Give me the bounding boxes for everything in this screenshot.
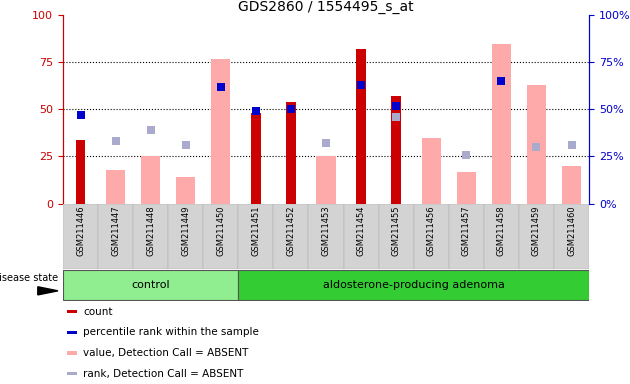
Bar xyxy=(203,204,238,269)
Bar xyxy=(251,113,261,204)
Text: percentile rank within the sample: percentile rank within the sample xyxy=(83,328,259,338)
Bar xyxy=(286,102,296,204)
Text: GSM211460: GSM211460 xyxy=(567,205,576,256)
Text: count: count xyxy=(83,307,113,317)
Bar xyxy=(76,139,86,204)
Point xyxy=(251,108,261,114)
Point xyxy=(356,82,366,88)
Point xyxy=(146,127,156,133)
Point xyxy=(391,114,401,120)
Bar xyxy=(141,157,160,204)
Text: GSM211452: GSM211452 xyxy=(287,205,295,256)
Point xyxy=(566,142,576,148)
Text: GSM211448: GSM211448 xyxy=(146,205,155,256)
Text: GSM211455: GSM211455 xyxy=(392,205,401,256)
Text: GSM211449: GSM211449 xyxy=(181,205,190,256)
Bar xyxy=(356,49,366,204)
Bar xyxy=(63,270,238,300)
Bar xyxy=(67,310,77,313)
Text: GSM211458: GSM211458 xyxy=(497,205,506,256)
Bar xyxy=(554,204,589,269)
Bar xyxy=(492,44,511,204)
Point xyxy=(391,103,401,109)
Bar xyxy=(67,331,77,334)
Bar xyxy=(309,204,343,269)
Bar xyxy=(484,204,519,269)
Polygon shape xyxy=(38,287,58,295)
Bar xyxy=(343,204,379,269)
Text: aldosterone-producing adenoma: aldosterone-producing adenoma xyxy=(323,280,505,290)
Bar xyxy=(176,177,195,204)
Text: GSM211451: GSM211451 xyxy=(251,205,260,256)
Bar xyxy=(519,204,554,269)
Bar xyxy=(238,204,273,269)
Bar xyxy=(67,372,77,375)
Text: value, Detection Call = ABSENT: value, Detection Call = ABSENT xyxy=(83,348,249,358)
Bar xyxy=(562,166,581,204)
Text: GSM211459: GSM211459 xyxy=(532,205,541,256)
Point xyxy=(461,152,471,158)
Bar xyxy=(211,59,231,204)
Bar xyxy=(316,157,336,204)
Text: rank, Detection Call = ABSENT: rank, Detection Call = ABSENT xyxy=(83,369,244,379)
Bar xyxy=(98,204,133,269)
Text: control: control xyxy=(132,280,170,290)
Text: GSM211447: GSM211447 xyxy=(111,205,120,256)
Point xyxy=(286,106,296,113)
Bar xyxy=(106,170,125,204)
Bar xyxy=(449,204,484,269)
Point xyxy=(321,140,331,146)
Text: GSM211453: GSM211453 xyxy=(321,205,331,256)
Bar xyxy=(238,270,589,300)
Bar xyxy=(273,204,309,269)
Bar xyxy=(168,204,203,269)
Text: GSM211454: GSM211454 xyxy=(357,205,365,256)
Point xyxy=(215,84,226,90)
Text: disease state: disease state xyxy=(0,273,58,283)
Bar xyxy=(414,204,449,269)
Point xyxy=(181,142,191,148)
Bar xyxy=(391,96,401,204)
Point xyxy=(76,112,86,118)
Bar xyxy=(63,204,98,269)
Bar xyxy=(457,172,476,204)
Text: GSM211457: GSM211457 xyxy=(462,205,471,256)
Bar xyxy=(133,204,168,269)
Bar xyxy=(379,204,414,269)
Point xyxy=(532,144,542,150)
Point xyxy=(111,138,121,144)
Bar xyxy=(67,351,77,355)
Bar xyxy=(527,85,546,204)
Bar xyxy=(421,138,441,204)
Text: GSM211446: GSM211446 xyxy=(76,205,85,256)
Point xyxy=(496,78,507,84)
Text: GSM211456: GSM211456 xyxy=(427,205,436,256)
Title: GDS2860 / 1554495_s_at: GDS2860 / 1554495_s_at xyxy=(238,0,414,14)
Text: GSM211450: GSM211450 xyxy=(216,205,226,256)
